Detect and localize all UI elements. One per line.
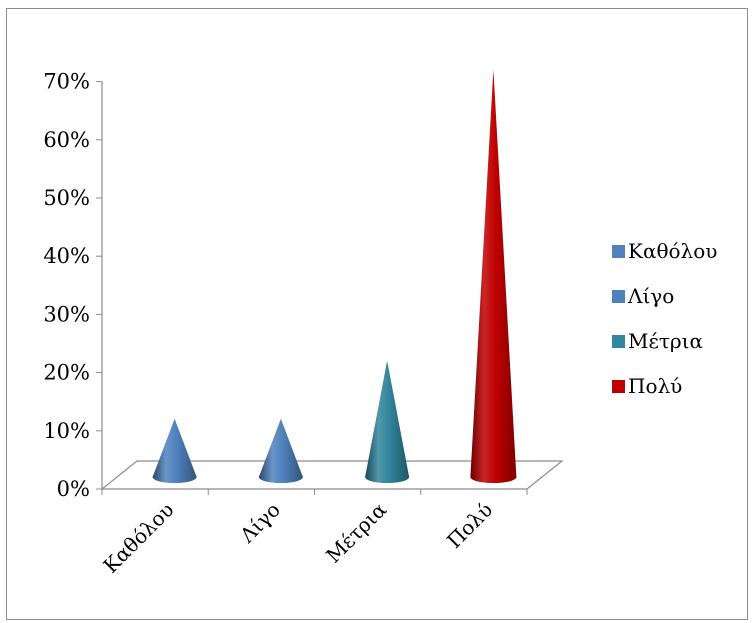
x-tick-label: Μέτρια xyxy=(321,498,391,568)
cone-chart: 0% 10% 20% 30% 40% 50% 60% 70% Καθόλου Λίγο Μέτρι… xyxy=(43,69,717,578)
legend-swatch xyxy=(612,290,625,303)
legend-item: Λίγο xyxy=(612,284,674,308)
floor-plane xyxy=(100,460,564,490)
cone-bars xyxy=(152,69,517,483)
x-tick-label: Καθόλου xyxy=(98,498,178,578)
y-tick-label: 60% xyxy=(43,128,90,152)
cone-body xyxy=(365,360,410,483)
y-tick-label: 10% xyxy=(43,419,90,443)
y-tick-label: 20% xyxy=(43,361,90,385)
legend-label: Λίγο xyxy=(627,284,674,308)
cone-bar-3 xyxy=(365,360,410,483)
x-tick-label: Λίγο xyxy=(235,498,285,548)
legend-item: Καθόλου xyxy=(612,239,717,263)
legend-swatch xyxy=(612,335,625,348)
chart-frame: 0% 10% 20% 30% 40% 50% 60% 70% Καθόλου Λίγο Μέτρι… xyxy=(6,8,748,620)
legend-label: Καθόλου xyxy=(628,239,717,263)
legend-item: Πολύ xyxy=(612,374,682,398)
cone-body xyxy=(152,418,197,483)
legend-swatch xyxy=(612,380,625,393)
x-tick-label: Πολύ xyxy=(442,498,497,553)
y-tick-label: 0% xyxy=(57,477,90,501)
y-axis: 0% 10% 20% 30% 40% 50% 60% 70% xyxy=(43,70,103,501)
cone-bar-4 xyxy=(470,69,517,483)
cone-bar-2 xyxy=(258,418,303,483)
y-tick-label: 30% xyxy=(43,302,90,326)
y-tick-label: 40% xyxy=(43,244,90,268)
cone-bar-1 xyxy=(152,418,197,483)
cone-body xyxy=(470,69,517,483)
y-tick-label: 70% xyxy=(43,70,90,94)
legend-label: Πολύ xyxy=(628,374,682,398)
legend-item: Μέτρια xyxy=(612,329,703,353)
y-tick-label: 50% xyxy=(43,186,90,210)
x-axis: Καθόλου Λίγο Μέτρια Πολύ xyxy=(98,489,528,578)
legend-label: Μέτρια xyxy=(628,329,703,353)
legend-swatch xyxy=(612,245,625,258)
chart-floor xyxy=(100,460,564,490)
cone-body xyxy=(258,418,303,483)
legend: Καθόλου Λίγο Μέτρια Πολύ xyxy=(612,239,717,398)
